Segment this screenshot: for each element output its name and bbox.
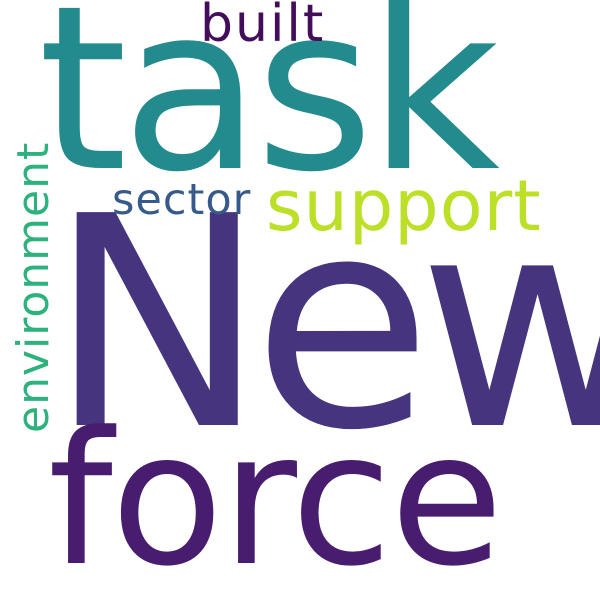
- word-new: New: [48, 154, 600, 494]
- word-force: force: [48, 393, 503, 600]
- word-sector: sector: [112, 175, 252, 225]
- word-environment: environment: [8, 141, 59, 433]
- word-built: built: [200, 0, 326, 54]
- word-task: task: [38, 0, 500, 222]
- word-support: support: [266, 165, 542, 247]
